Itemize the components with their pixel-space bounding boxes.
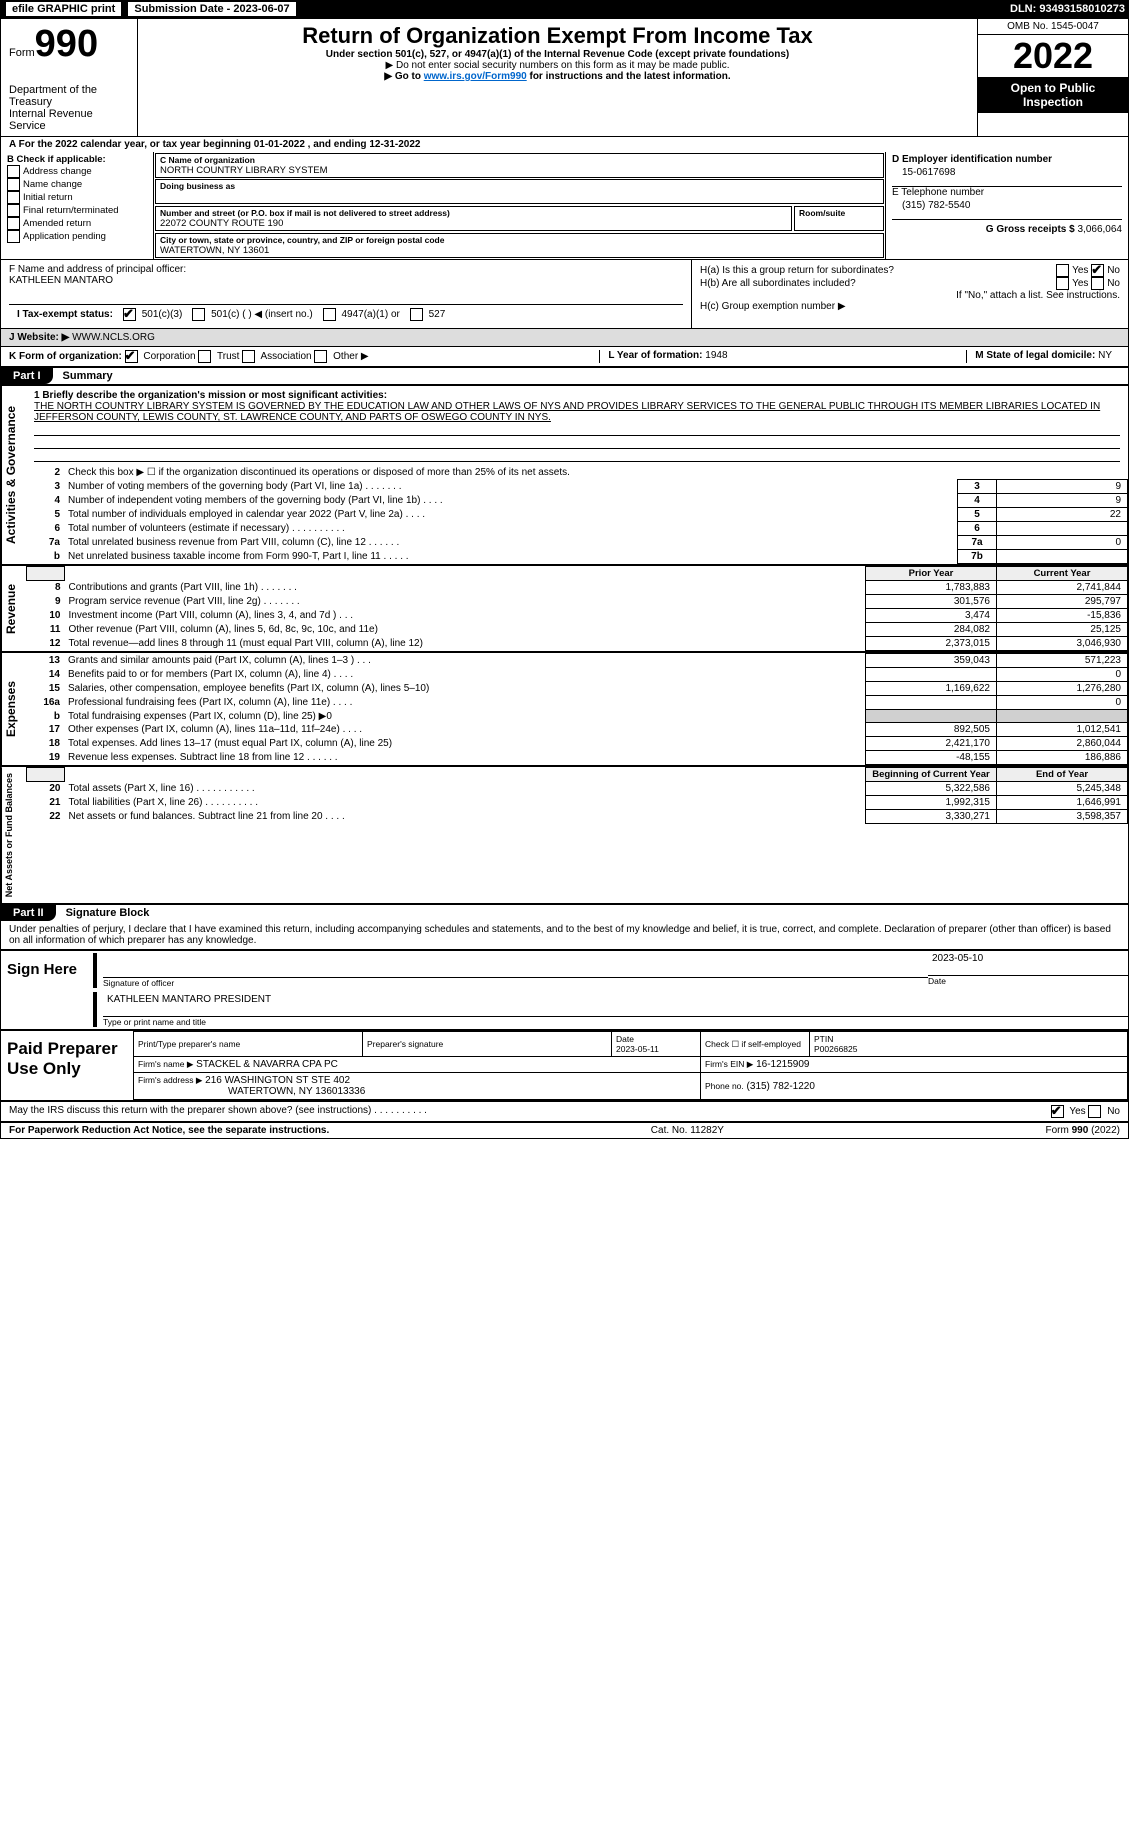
part-i-label: Summary <box>53 370 113 382</box>
cb-name[interactable] <box>7 178 20 191</box>
h-c: H(c) Group exemption number ▶ <box>700 301 1120 312</box>
mission: THE NORTH COUNTRY LIBRARY SYSTEM IS GOVE… <box>34 401 1120 423</box>
cb-4947[interactable] <box>323 308 336 321</box>
paid-preparer: Paid Preparer Use Only <box>1 1031 133 1100</box>
box-g-val: 3,066,064 <box>1078 224 1123 235</box>
cb-ha-yes[interactable] <box>1056 264 1069 277</box>
box-f-val: KATHLEEN MANTARO <box>9 275 683 286</box>
irs: Internal Revenue Service <box>9 108 129 132</box>
box-d-label: D Employer identification number <box>892 154 1122 165</box>
tax-i-label: I Tax-exempt status: <box>17 309 113 320</box>
box-c-city: City or town, state or province, country… <box>155 233 884 258</box>
tax-year: 2022 <box>978 35 1128 77</box>
cb-ha-no[interactable] <box>1091 264 1104 277</box>
efile-label: efile GRAPHIC print <box>6 2 121 16</box>
sig-date: 2023-05-10 <box>928 951 1128 976</box>
cb-hb-yes[interactable] <box>1056 277 1069 290</box>
box-b-label: B Check if applicable: <box>7 154 147 165</box>
cb-may-no[interactable] <box>1088 1105 1101 1118</box>
perjury: Under penalties of perjury, I declare th… <box>1 921 1128 949</box>
cb-trust[interactable] <box>198 350 211 363</box>
cb-amended[interactable] <box>7 217 20 230</box>
box-f-label: F Name and address of principal officer: <box>9 264 683 275</box>
cb-address[interactable] <box>7 165 20 178</box>
h-b: H(b) Are all subordinates included? <box>700 278 856 289</box>
cb-hb-no[interactable] <box>1091 277 1104 290</box>
box-g-label: G Gross receipts $ <box>986 224 1075 235</box>
box-m-label: M State of legal domicile: <box>975 350 1095 361</box>
footer-m: Cat. No. 11282Y <box>651 1125 724 1136</box>
form-word: Form <box>9 47 35 59</box>
top-bar: efile GRAPHIC print Submission Date - 20… <box>0 0 1129 18</box>
preparer-table: Print/Type preparer's name Preparer's si… <box>133 1031 1128 1100</box>
form-sub1: Under section 501(c), 527, or 4947(a)(1)… <box>142 49 973 60</box>
h-b2: If "No," attach a list. See instructions… <box>700 290 1120 301</box>
vtab-net: Net Assets or Fund Balances <box>1 767 26 903</box>
footer-l: For Paperwork Reduction Act Notice, see … <box>9 1125 329 1136</box>
box-k-label: K Form of organization: <box>9 351 122 362</box>
form-header: Form990 Department of the Treasury Inter… <box>1 19 1128 136</box>
form-number: 990 <box>35 23 98 65</box>
cb-501c[interactable] <box>192 308 205 321</box>
cb-initial[interactable] <box>7 191 20 204</box>
cb-other[interactable] <box>314 350 327 363</box>
box-l-label: L Year of formation: <box>608 350 702 361</box>
submission-date: Submission Date - 2023-06-07 <box>128 2 295 16</box>
vtab-exp: Expenses <box>1 653 26 765</box>
dept: Department of the Treasury <box>9 84 129 108</box>
rev-table: Prior YearCurrent Year 8Contributions an… <box>26 566 1128 651</box>
cb-501c3[interactable] <box>123 308 136 321</box>
box-e-label: E Telephone number <box>892 187 1122 198</box>
dln: DLN: 93493158010273 <box>1010 3 1125 15</box>
vtab-gov: Activities & Governance <box>1 386 26 564</box>
vtab-rev: Revenue <box>1 566 26 651</box>
box-e-val: (315) 782-5540 <box>902 200 1122 211</box>
form-title: Return of Organization Exempt From Incom… <box>142 23 973 49</box>
box-b: B Check if applicable: Address change Na… <box>1 152 154 259</box>
omb-no: OMB No. 1545-0047 <box>978 19 1128 35</box>
cb-final[interactable] <box>7 204 20 217</box>
form-sub2: ▶ Do not enter social security numbers o… <box>142 60 973 71</box>
line1-label: 1 Briefly describe the organization's mi… <box>34 390 1120 401</box>
box-j-val: WWW.NCLS.ORG <box>72 332 155 343</box>
gov-table: 2Check this box ▶ ☐ if the organization … <box>26 466 1128 564</box>
sign-here: Sign Here <box>1 951 93 1029</box>
box-j-label: J Website: ▶ <box>9 332 69 343</box>
cb-corp[interactable] <box>125 350 138 363</box>
sub3-prefix: ▶ Go to <box>384 71 423 82</box>
part-ii-tab: Part II <box>1 905 56 921</box>
line-a: A For the 2022 calendar year, or tax yea… <box>1 136 1128 152</box>
box-c-room: Room/suite <box>794 206 884 231</box>
sub3-suffix: for instructions and the latest informat… <box>527 71 731 82</box>
box-c-name: C Name of organization NORTH COUNTRY LIB… <box>155 153 884 178</box>
cb-pending[interactable] <box>7 230 20 243</box>
box-l-val: 1948 <box>705 350 727 361</box>
h-a: H(a) Is this a group return for subordin… <box>700 265 894 276</box>
sig-officer[interactable] <box>103 953 928 978</box>
box-c-dba: Doing business as <box>155 179 884 204</box>
cb-may-yes[interactable] <box>1051 1105 1064 1118</box>
box-c-street: Number and street (or P.O. box if mail i… <box>155 206 792 231</box>
part-i-tab: Part I <box>1 368 53 384</box>
exp-table: 13Grants and similar amounts paid (Part … <box>26 653 1128 765</box>
box-d-val: 15-0617698 <box>902 167 1122 178</box>
cb-assoc[interactable] <box>242 350 255 363</box>
footer-r: Form 990 (2022) <box>1046 1125 1121 1136</box>
part-ii-label: Signature Block <box>56 907 150 919</box>
may-discuss: May the IRS discuss this return with the… <box>9 1105 427 1118</box>
box-m-val: NY <box>1098 350 1112 361</box>
cb-527[interactable] <box>410 308 423 321</box>
open-inspection: Open to Public Inspection <box>978 77 1128 113</box>
sig-name: KATHLEEN MANTARO PRESIDENT <box>103 992 1128 1017</box>
net-table: Beginning of Current YearEnd of Year 20T… <box>26 767 1128 824</box>
irs-link[interactable]: www.irs.gov/Form990 <box>424 71 527 82</box>
